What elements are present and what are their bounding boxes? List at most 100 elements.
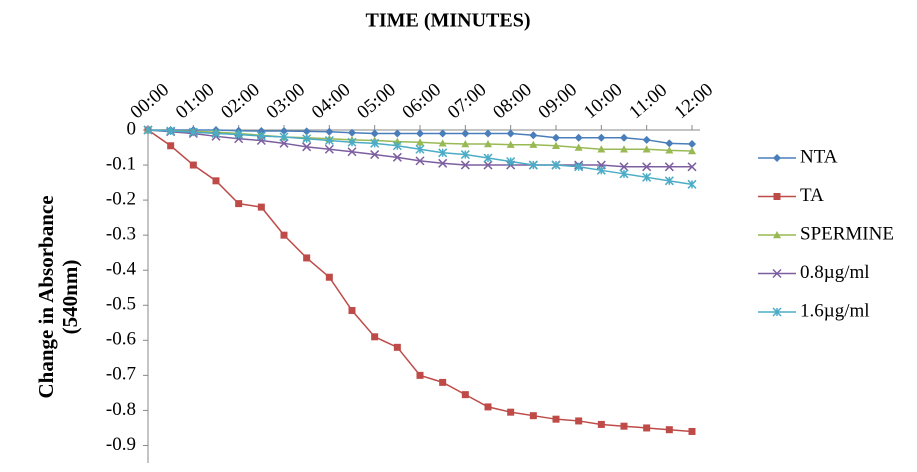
data-point	[597, 420, 605, 428]
data-point	[528, 160, 538, 170]
legend-marker	[772, 307, 782, 317]
y-tick-label: -0.7	[106, 364, 136, 385]
data-point	[325, 127, 334, 136]
data-point	[688, 147, 696, 155]
data-point	[665, 139, 674, 148]
data-point	[665, 146, 674, 154]
data-point	[279, 132, 289, 142]
data-point	[416, 371, 424, 379]
x-tick-label: 08:00	[489, 79, 536, 123]
data-point	[483, 160, 493, 170]
y-tick-label: -0.1	[106, 153, 136, 174]
data-point	[415, 144, 425, 154]
x-tick-label: 01:00	[172, 79, 219, 123]
data-point	[506, 140, 515, 148]
data-point	[348, 307, 356, 315]
data-point	[415, 156, 425, 166]
data-point	[461, 391, 469, 399]
data-point	[460, 160, 470, 170]
data-point	[393, 343, 401, 351]
data-point	[438, 158, 448, 168]
data-point	[302, 134, 312, 144]
data-point	[280, 127, 288, 136]
x-tick-label: 03:00	[263, 79, 310, 123]
data-point	[687, 179, 697, 189]
data-point	[370, 150, 380, 160]
data-point	[664, 162, 674, 172]
legend-label: 0.8µg/ml	[800, 262, 870, 283]
data-point	[529, 131, 538, 140]
data-point	[619, 169, 629, 179]
data-point	[642, 135, 651, 144]
data-point	[416, 129, 424, 138]
data-point	[167, 142, 175, 150]
data-point	[484, 129, 492, 138]
data-point	[597, 133, 606, 142]
y-tick-label: -0.4	[106, 259, 137, 280]
y-tick-label: -0.3	[106, 224, 136, 245]
data-point	[370, 138, 380, 148]
data-point	[188, 127, 198, 137]
data-point	[302, 127, 311, 136]
data-point	[597, 145, 606, 153]
data-point	[642, 162, 652, 172]
legend-marker	[773, 154, 781, 162]
data-point	[347, 147, 357, 157]
data-point	[392, 152, 402, 162]
data-point	[438, 139, 447, 147]
data-point	[324, 135, 334, 146]
data-point	[143, 125, 153, 135]
data-point	[438, 148, 448, 158]
x-tick-label: 02:00	[217, 79, 264, 123]
data-point	[461, 140, 470, 148]
legend-label: TA	[800, 185, 824, 206]
y-axis-label: Change in Absorbance	[34, 195, 58, 398]
data-point	[303, 254, 311, 262]
data-point	[256, 131, 266, 141]
data-point	[575, 417, 583, 425]
data-point	[552, 415, 560, 423]
data-point	[416, 138, 424, 146]
y-tick-label: -0.9	[106, 434, 136, 455]
x-tick-label: 05:00	[353, 79, 400, 123]
legend-marker	[773, 231, 781, 239]
data-point	[325, 273, 333, 281]
y-tick-label: -0.8	[106, 399, 136, 420]
data-point	[483, 153, 493, 163]
data-point	[529, 140, 538, 148]
data-point	[257, 203, 265, 211]
data-point	[439, 378, 447, 386]
data-point	[484, 403, 492, 411]
data-point	[348, 128, 356, 137]
data-point	[212, 177, 220, 185]
data-point	[688, 140, 696, 149]
legend-marker	[772, 268, 782, 279]
legend-label: 1.6µg/ml	[800, 300, 870, 321]
data-point	[166, 126, 176, 136]
data-point	[234, 134, 244, 144]
series-line	[147, 129, 693, 433]
data-point	[280, 231, 288, 239]
x-tick-label: 11:00	[625, 80, 671, 123]
x-tick-label: 10:00	[580, 79, 627, 123]
chart-title: TIME (MINUTES)	[365, 10, 530, 32]
data-point	[552, 141, 560, 149]
data-point	[574, 133, 583, 142]
data-point	[234, 130, 244, 140]
x-tick-label: 06:00	[399, 79, 446, 123]
x-tick-label: 04:00	[308, 79, 355, 123]
data-point	[643, 424, 651, 432]
legend-label: SPERMINE	[800, 223, 894, 244]
y-tick-label: -0.5	[106, 294, 136, 315]
data-point	[620, 145, 628, 153]
data-point	[324, 144, 334, 154]
y-axis-label: (540nm)	[58, 260, 82, 335]
data-point	[371, 333, 379, 341]
data-point	[484, 140, 492, 148]
data-point	[642, 145, 651, 153]
data-point	[461, 129, 470, 138]
data-point	[574, 162, 584, 172]
data-point	[235, 200, 243, 208]
data-point	[211, 128, 221, 139]
